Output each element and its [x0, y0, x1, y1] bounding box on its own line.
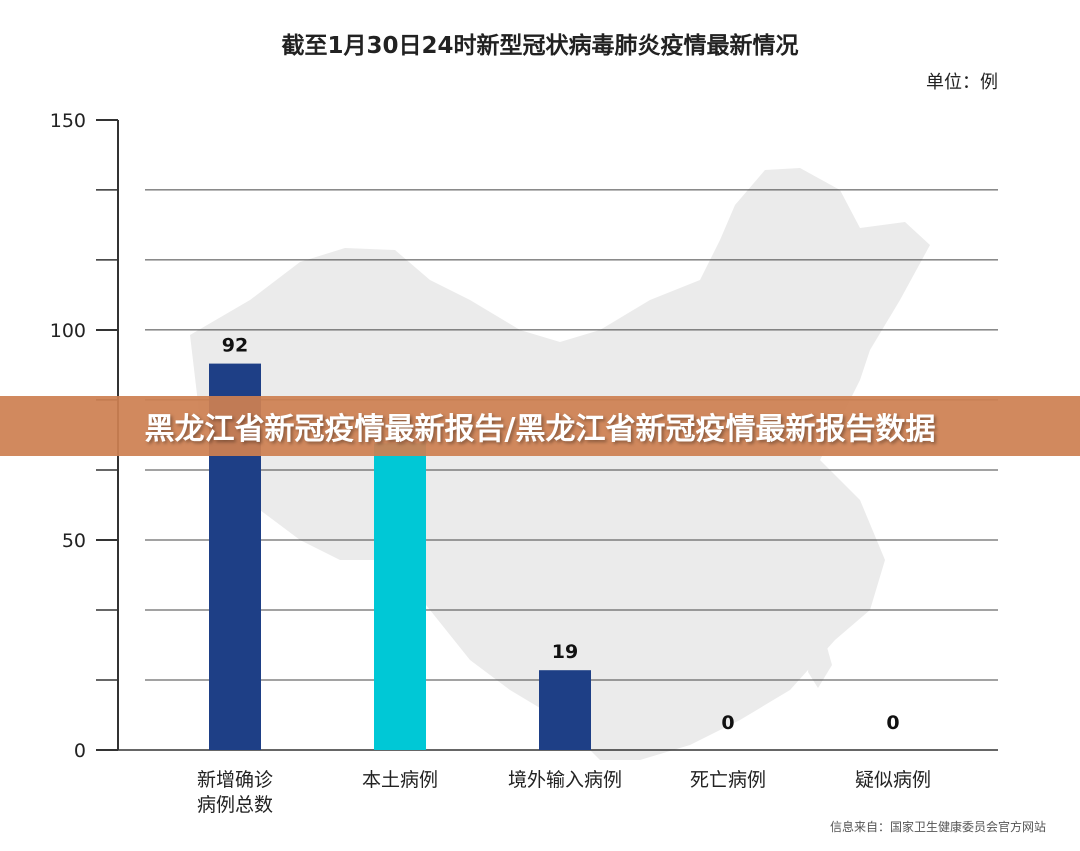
y-tick-label: 0: [74, 740, 86, 762]
y-tick-label: 150: [50, 110, 86, 132]
bar: [374, 443, 426, 750]
bar-value-label: 92: [222, 335, 248, 357]
x-tick-label: 本土病例: [362, 769, 438, 791]
banner-text: 黑龙江省新冠疫情最新报告/黑龙江省新冠疫情最新报告数据: [144, 412, 936, 447]
y-tick-label: 100: [50, 320, 86, 342]
source-note: 信息来自：国家卫生健康委员会官方网站: [829, 820, 1046, 834]
x-tick-label: 境外输入病例: [508, 769, 622, 791]
china-map-background: [190, 168, 930, 760]
chart-title: 截至1月30日24时新型冠状病毒肺炎疫情最新情况: [281, 33, 799, 59]
unit-label: 单位：例: [926, 72, 998, 93]
bar: [539, 670, 591, 750]
x-tick-label: 新增确诊: [197, 769, 273, 791]
bar-value-label: 0: [886, 712, 899, 734]
x-tick-label: 疑似病例: [855, 769, 931, 791]
y-tick-label: 50: [62, 530, 86, 552]
x-tick-label: 死亡病例: [690, 769, 766, 791]
x-tick-label: 病例总数: [197, 794, 273, 816]
bar-value-label: 0: [721, 712, 734, 734]
overlay-banner: 黑龙江省新冠疫情最新报告/黑龙江省新冠疫情最新报告数据: [0, 396, 1080, 456]
bar-value-label: 19: [552, 641, 578, 663]
